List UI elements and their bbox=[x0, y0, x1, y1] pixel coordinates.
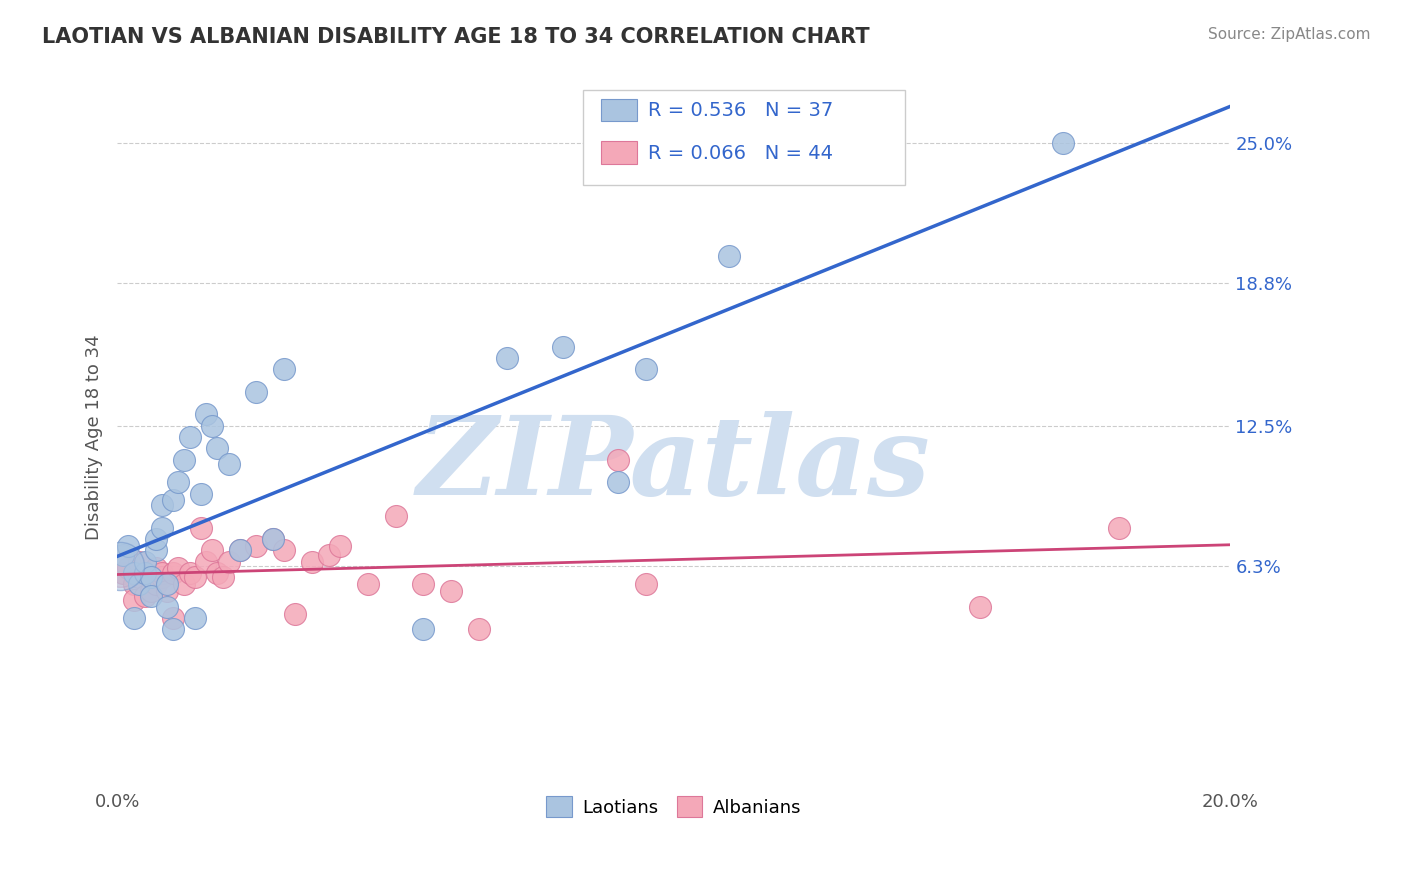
Point bbox=[245, 539, 267, 553]
Point bbox=[167, 561, 190, 575]
Point bbox=[228, 543, 250, 558]
Point bbox=[412, 623, 434, 637]
Point bbox=[162, 566, 184, 580]
Point bbox=[134, 566, 156, 580]
Point bbox=[122, 611, 145, 625]
Point bbox=[201, 418, 224, 433]
Point bbox=[139, 570, 162, 584]
Point bbox=[111, 548, 134, 562]
Point bbox=[122, 577, 145, 591]
Point bbox=[173, 452, 195, 467]
Point bbox=[122, 566, 145, 580]
Point bbox=[195, 408, 218, 422]
Point bbox=[634, 577, 657, 591]
Point bbox=[607, 452, 630, 467]
Point bbox=[218, 457, 240, 471]
Point bbox=[173, 577, 195, 591]
Point bbox=[145, 543, 167, 558]
Point bbox=[128, 577, 150, 591]
Legend: Laotians, Albanians: Laotians, Albanians bbox=[538, 789, 808, 824]
Point bbox=[184, 570, 207, 584]
Point bbox=[301, 555, 323, 569]
Point bbox=[357, 577, 380, 591]
Point bbox=[145, 561, 167, 575]
Point bbox=[139, 589, 162, 603]
Point bbox=[273, 362, 295, 376]
Point bbox=[139, 584, 162, 599]
Point bbox=[108, 559, 131, 574]
Text: Source: ZipAtlas.com: Source: ZipAtlas.com bbox=[1208, 27, 1371, 42]
FancyBboxPatch shape bbox=[582, 90, 905, 185]
Point bbox=[551, 340, 574, 354]
Text: ZIPatlas: ZIPatlas bbox=[418, 411, 931, 519]
Point bbox=[195, 555, 218, 569]
Y-axis label: Disability Age 18 to 34: Disability Age 18 to 34 bbox=[86, 334, 103, 540]
Point bbox=[190, 521, 212, 535]
Point bbox=[145, 532, 167, 546]
Point bbox=[262, 532, 284, 546]
Text: R = 0.066   N = 44: R = 0.066 N = 44 bbox=[648, 144, 834, 162]
FancyBboxPatch shape bbox=[602, 99, 637, 121]
Point bbox=[969, 599, 991, 614]
Point bbox=[245, 384, 267, 399]
Point bbox=[218, 555, 240, 569]
Point bbox=[201, 543, 224, 558]
Point bbox=[145, 577, 167, 591]
Point bbox=[117, 539, 139, 553]
Point bbox=[273, 543, 295, 558]
Point bbox=[1052, 136, 1074, 150]
Point bbox=[150, 570, 173, 584]
Point bbox=[150, 498, 173, 512]
Point bbox=[156, 577, 179, 591]
Point bbox=[162, 611, 184, 625]
Point bbox=[190, 486, 212, 500]
Point bbox=[634, 362, 657, 376]
Point bbox=[1108, 521, 1130, 535]
Point bbox=[128, 555, 150, 569]
Point bbox=[179, 430, 201, 444]
Point bbox=[108, 559, 131, 574]
Point bbox=[150, 521, 173, 535]
Point bbox=[139, 570, 162, 584]
Point bbox=[329, 539, 352, 553]
Point bbox=[607, 475, 630, 490]
Point bbox=[162, 493, 184, 508]
Point bbox=[384, 509, 406, 524]
Point bbox=[156, 584, 179, 599]
FancyBboxPatch shape bbox=[602, 141, 637, 163]
Point bbox=[134, 566, 156, 580]
Point bbox=[167, 475, 190, 490]
Point bbox=[179, 566, 201, 580]
Point bbox=[128, 570, 150, 584]
Point bbox=[184, 611, 207, 625]
Point bbox=[156, 599, 179, 614]
Point bbox=[318, 548, 340, 562]
Point bbox=[468, 623, 491, 637]
Point bbox=[122, 593, 145, 607]
Point bbox=[111, 566, 134, 580]
Point bbox=[718, 249, 741, 263]
Point bbox=[134, 555, 156, 569]
Point bbox=[162, 623, 184, 637]
Point bbox=[150, 566, 173, 580]
Point bbox=[212, 570, 235, 584]
Point bbox=[207, 442, 229, 456]
Point bbox=[228, 543, 250, 558]
Point bbox=[412, 577, 434, 591]
Text: LAOTIAN VS ALBANIAN DISABILITY AGE 18 TO 34 CORRELATION CHART: LAOTIAN VS ALBANIAN DISABILITY AGE 18 TO… bbox=[42, 27, 870, 46]
Point bbox=[495, 351, 517, 365]
Point bbox=[262, 532, 284, 546]
Point bbox=[134, 589, 156, 603]
Point bbox=[117, 561, 139, 575]
Point bbox=[440, 584, 463, 599]
Text: R = 0.536   N = 37: R = 0.536 N = 37 bbox=[648, 102, 834, 120]
Point bbox=[207, 566, 229, 580]
Point bbox=[284, 607, 307, 621]
